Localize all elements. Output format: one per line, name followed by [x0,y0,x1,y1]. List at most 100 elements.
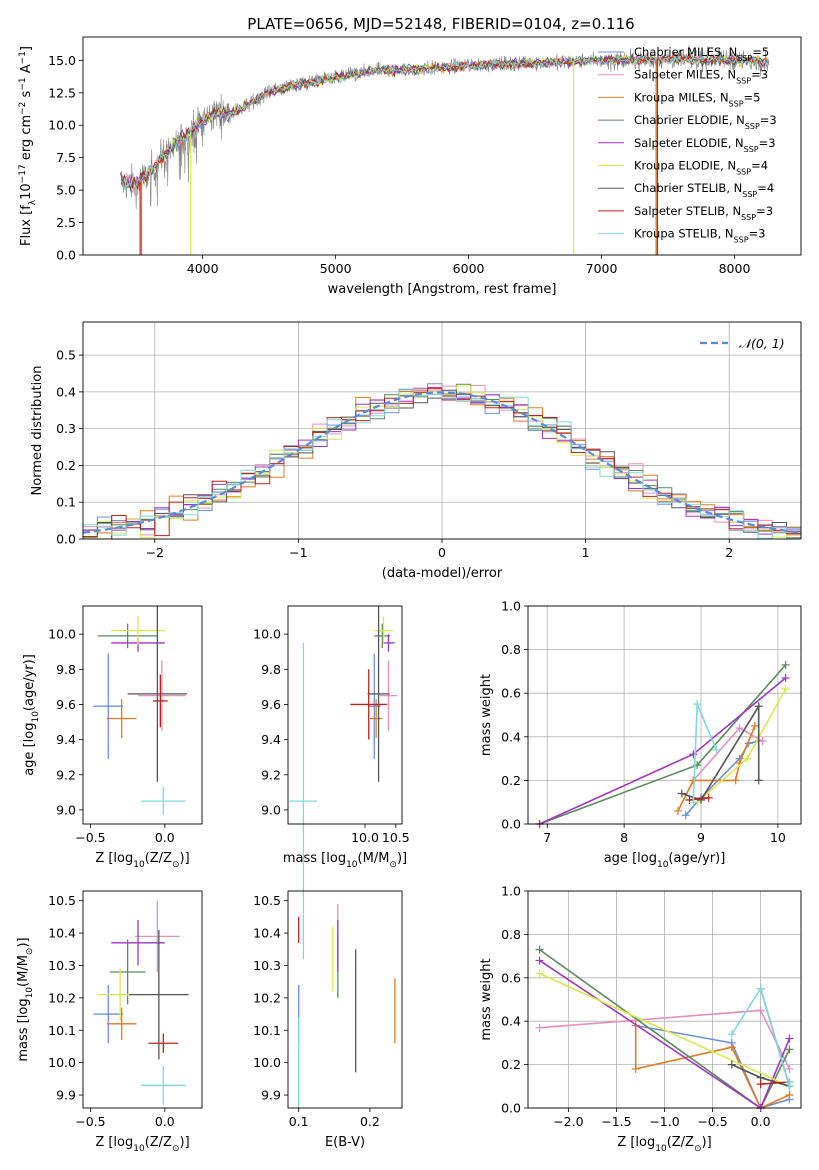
y-tick-label: 9.2 [261,767,281,782]
y-tick-label: 9.9 [56,1088,76,1103]
y-tick-label: 0.0 [56,532,76,547]
x-tick-label: 10.0 [351,830,379,845]
x-tick-label: 10 [770,830,786,845]
axes-frame [82,890,203,1109]
y-tick-label: 9.6 [56,697,76,712]
y-tick-label: 0.2 [501,773,521,788]
age_vs_z-xlabel-part: 10 [133,860,145,870]
normal-curve [83,391,801,534]
y-tick-label: 9.0 [261,802,281,817]
plus-marker [735,724,744,733]
y-tick-label: 10.5 [48,893,76,908]
spectrum-xlabel: wavelength [Angstrom, rest frame] [328,282,557,297]
spectrum-plot [119,45,770,255]
model-line-kroupa-stelib [121,52,769,193]
age_vs_mass-xlabel-part: mass [log [283,851,346,866]
y-tick-label: 0.4 [56,384,76,399]
age_vs_z-xlabel-part: ⊙ [172,860,180,870]
spectrum-ylabel-part: erg cm [19,115,34,164]
x-tick-label: 0.0 [751,1114,771,1129]
legend-entry-sub: SSP [737,54,752,63]
y-tick-label: 9.4 [56,732,76,747]
age_vs_mass-axes: 10.0 10.59.09.29.49.69.810.0 [253,627,410,845]
mass_vs_z-xlabel: Z [log10(Z/Z⊙)] [95,1135,189,1154]
axes-frame [287,890,403,1109]
legend-entry: Salpeter ELODIE, NSSP=3 [634,136,776,154]
x-tick-label: 1 [582,545,590,560]
y-tick-label: 0.5 [56,348,76,363]
legend-entry-sub: SSP [745,122,760,131]
spectrum-ylabel: Flux [fλ10−17 erg cm−2 s−1 A−1] [18,46,38,246]
legend-entry-sub: SSP [736,167,751,176]
plus-marker [693,700,702,709]
age_vs_z-ylabel: age [log10(age/yr)] [22,654,41,776]
plus-marker [781,684,790,693]
mass_vs_z-ylabel-part: ⊙ [25,948,35,956]
massweight_vs_age-xlabel-part: age [log [604,851,657,866]
y-tick-label: 9.8 [56,662,76,677]
legend-entry-value: =5 [752,45,769,59]
legend-entry-sub: SSP [734,235,749,244]
massweight_vs_age-xlabel: age [log10(age/yr)] [604,851,726,870]
y-tick-label: 0.2 [56,458,76,473]
y-tick-label: 9.6 [261,697,281,712]
plus-marker [785,1077,794,1086]
spectrum-axes: 4000 5000 6000 7000 8000 0.0 2.5 5.0 7.5 10.0 12.5… [48,53,750,276]
plus-marker [681,811,690,820]
legend-entry: Salpeter STELIB, NSSP=3 [634,204,773,222]
legend-entry: Kroupa MILES, NSSP=5 [634,90,760,108]
axes-frame [527,890,802,1109]
plus-marker [535,945,544,954]
y-tick-label: 10.0 [48,1055,76,1070]
x-tick-label: −1.0 [649,1114,679,1129]
plus-marker [673,806,682,815]
legend-entry-name: Salpeter STELIB, N [634,204,741,218]
mass_vs_z-ylabel-part: 10 [25,987,35,999]
legend-entry: Chabrier STELIB, NSSP=4 [634,181,774,199]
axes-frame [82,36,802,256]
legend-entry-name: Chabrier MILES, N [634,45,737,59]
legend-entry-sub: SSP [741,212,756,221]
mass-weight-line [681,703,760,801]
y-tick-label: 10.0 [253,627,281,642]
y-tick-label: 1.0 [501,599,521,614]
legend-entry-name: Kroupa MILES, N [634,90,729,104]
histogram-ylabel-group: Normed distribution [30,366,45,496]
plus-marker [727,1043,736,1052]
y-tick-label: 10.4 [253,926,281,941]
x-tick-label: 9 [697,830,705,845]
plus-marker [785,1090,794,1099]
y-tick-label: 15.0 [48,53,76,68]
plus-marker [727,1030,736,1039]
y-tick-label: 0.4 [501,729,521,744]
x-tick-label: 10.5 [382,830,410,845]
plus-marker [758,737,767,746]
x-tick-label: 0.0 [155,1114,175,1129]
legend-entry-value: =3 [756,204,773,218]
age_vs_mass-xlabel-part: ⊙ [389,860,397,870]
histogram-xlabel: (data-model)/error [382,566,503,581]
y-tick-label: 0.8 [501,642,521,657]
y-tick-label: 0.6 [501,970,521,985]
y-tick-label: 0.0 [501,1101,521,1116]
mass_vs_ebv-axes: 0.1 0.2 9.9 10.0 10.1 10.2 10.3 10.4 10.5 [253,893,380,1129]
x-tick-label: 0.1 [289,1114,309,1129]
legend-entry-value: =4 [751,159,768,173]
mass-weight-line [635,1024,790,1109]
y-tick-label: 5.0 [56,183,76,198]
legend-entry-name: Kroupa ELODIE, N [634,159,736,173]
y-tick-label: 2.5 [56,215,76,230]
spectrum-ylabel-group: Flux [fλ10−17 erg cm−2 s−1 A−1] [18,46,38,246]
y-tick-label: 10.2 [253,990,281,1005]
legend-entry-value: =3 [759,136,776,150]
mass_vs_z-xlabel-part: 10 [133,1144,145,1154]
legend-entry-value: =3 [760,113,777,127]
model-line-chabrier-stelib [121,53,769,193]
x-tick-label: 5000 [320,261,352,276]
massweight_vs_z-ylabel-group: mass weight [479,958,494,1040]
y-tick-label: 10.4 [48,926,76,941]
massweight_vs_age-xlabel-part: (age/yr)] [668,851,725,866]
x-tick-label: −2.0 [553,1114,583,1129]
x-tick-label: −1.5 [601,1114,631,1129]
plus-marker [785,1045,794,1054]
